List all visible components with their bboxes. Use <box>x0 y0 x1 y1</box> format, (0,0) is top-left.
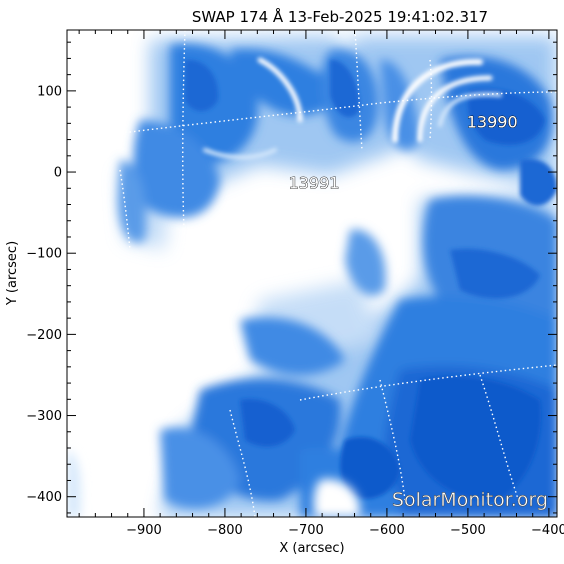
y-tick-label: −200 <box>26 328 62 343</box>
active-region-labels: 13990 13991 <box>288 112 518 193</box>
x-tick-label: −500 <box>450 523 486 538</box>
y-axis: 100 0 −100 −200 −300 −400 <box>26 41 557 514</box>
y-tick-label: 0 <box>54 166 62 181</box>
x-tick-label: −400 <box>531 523 564 538</box>
x-axis-label: X (arcsec) <box>279 541 344 556</box>
x-tick-label: −800 <box>207 523 243 538</box>
y-tick-label: −100 <box>26 247 62 262</box>
coronal-emission <box>67 36 557 517</box>
heliographic-grid <box>67 30 557 517</box>
watermark-text: SolarMonitor.org <box>392 489 548 511</box>
y-tick-label: 100 <box>37 84 62 99</box>
y-tick-label: −400 <box>26 490 62 505</box>
plot-frame <box>66 29 558 518</box>
y-tick-label: −300 <box>26 409 62 424</box>
x-tick-label: −700 <box>288 523 324 538</box>
plot-title: SWAP 174 Å 13-Feb-2025 19:41:02.317 <box>192 7 488 26</box>
active-region-label: 13990 <box>467 112 518 131</box>
x-tick-label: −600 <box>369 523 405 538</box>
y-axis-label: Y (arcsec) <box>5 241 20 306</box>
x-axis: −900 −800 −700 −600 −500 −400 <box>78 30 564 538</box>
x-tick-label: −900 <box>126 523 162 538</box>
plot-area: 13990 13991 SolarMonitor.org <box>67 30 557 517</box>
active-region-label: 13991 <box>289 173 340 192</box>
